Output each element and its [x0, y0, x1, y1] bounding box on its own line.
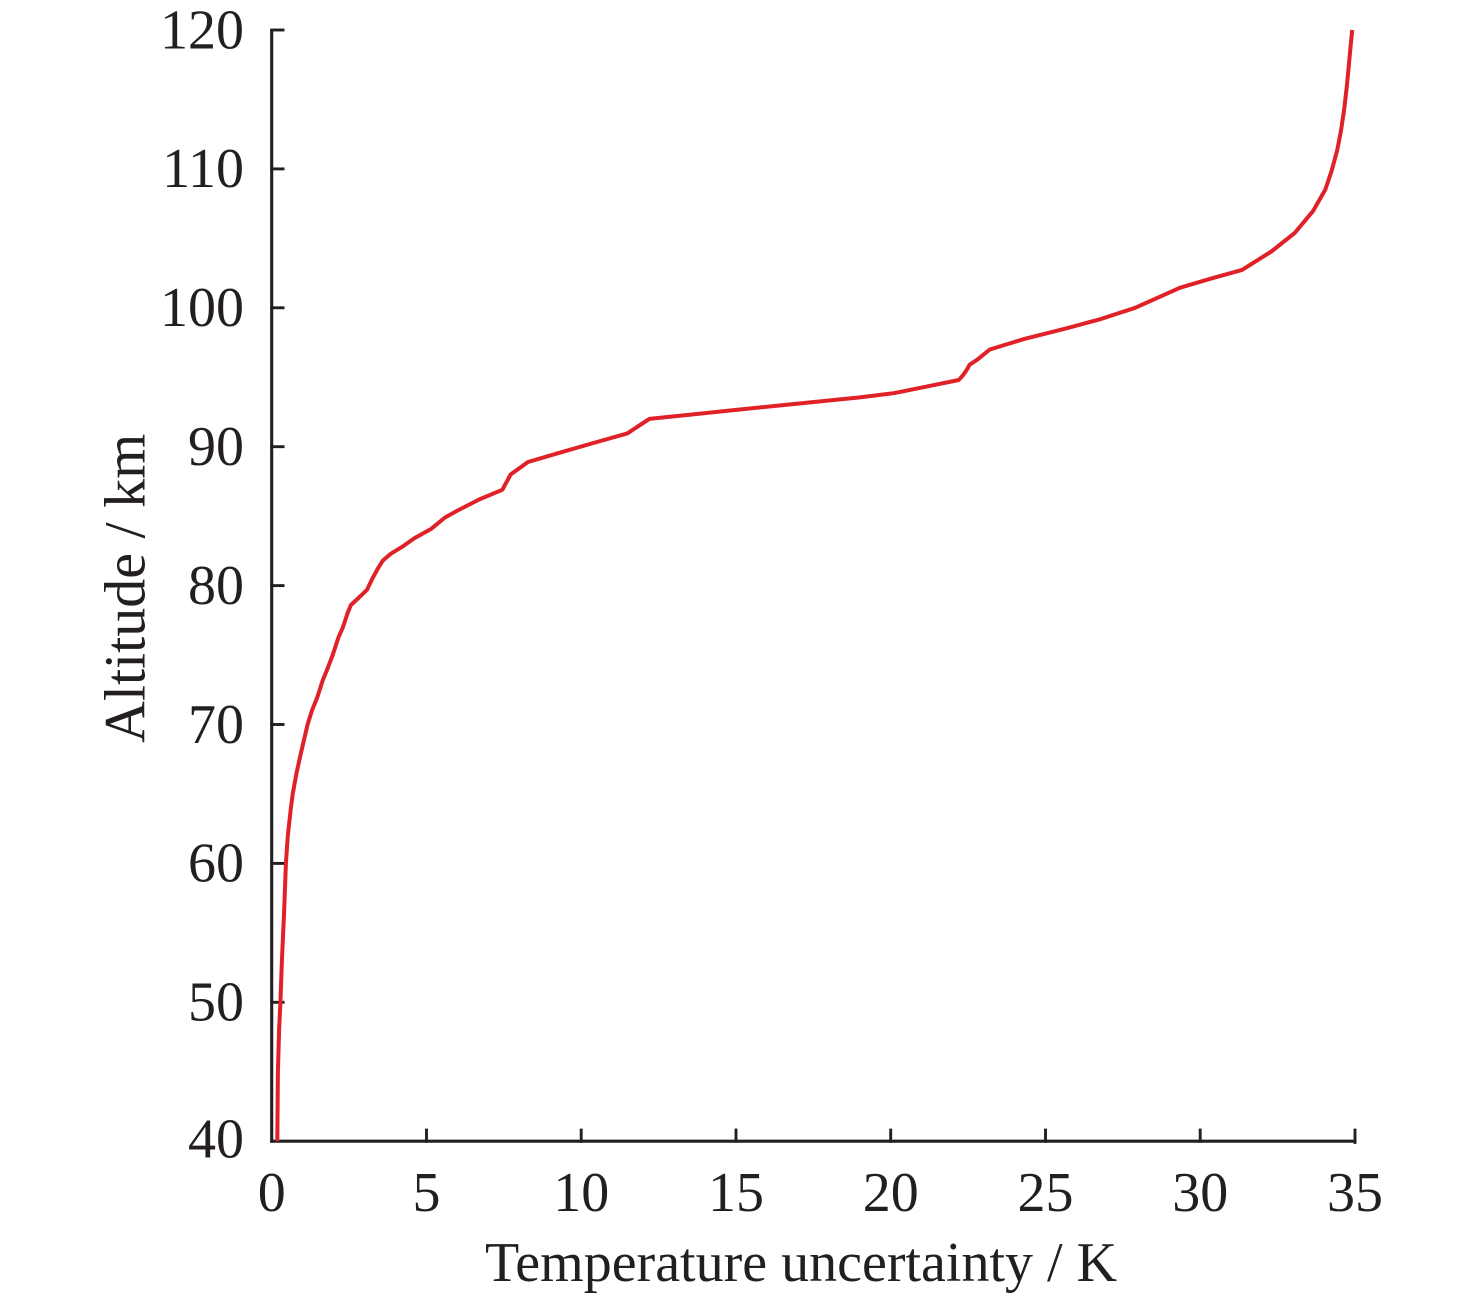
svg-text:90: 90 — [188, 416, 244, 478]
svg-text:70: 70 — [188, 694, 244, 756]
svg-text:10: 10 — [553, 1162, 609, 1224]
svg-text:Altitude / km: Altitude / km — [93, 434, 158, 743]
svg-text:15: 15 — [708, 1162, 764, 1224]
svg-text:100: 100 — [160, 277, 244, 339]
svg-text:5: 5 — [413, 1162, 441, 1224]
svg-text:40: 40 — [188, 1109, 244, 1171]
svg-text:Temperature uncertainty / K: Temperature uncertainty / K — [485, 1232, 1117, 1294]
svg-text:50: 50 — [188, 972, 244, 1034]
svg-text:30: 30 — [1172, 1162, 1228, 1224]
svg-text:0: 0 — [258, 1162, 286, 1224]
svg-text:80: 80 — [188, 555, 244, 617]
svg-text:60: 60 — [188, 833, 244, 895]
svg-text:25: 25 — [1018, 1162, 1074, 1224]
svg-text:35: 35 — [1327, 1162, 1383, 1224]
svg-text:20: 20 — [863, 1162, 919, 1224]
svg-text:120: 120 — [160, 0, 244, 61]
svg-text:110: 110 — [162, 138, 244, 200]
